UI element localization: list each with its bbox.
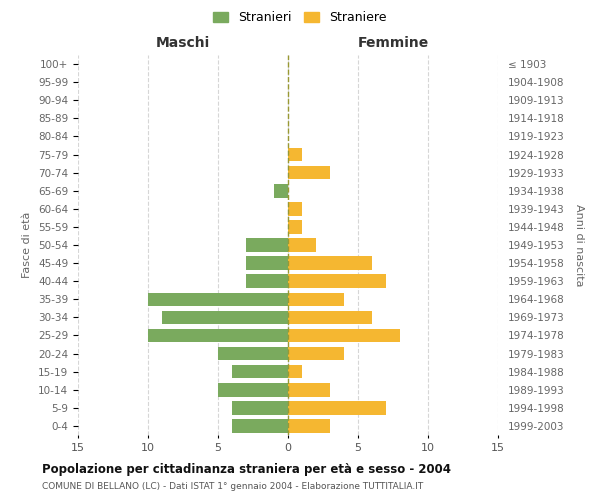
Bar: [288, 220, 302, 234]
Bar: [232, 419, 288, 432]
Bar: [288, 328, 400, 342]
Bar: [288, 401, 386, 414]
Bar: [288, 166, 330, 179]
Y-axis label: Fasce di età: Fasce di età: [22, 212, 32, 278]
Legend: Stranieri, Straniere: Stranieri, Straniere: [211, 8, 389, 26]
Text: Maschi: Maschi: [156, 36, 210, 50]
Bar: [288, 347, 344, 360]
Bar: [218, 383, 288, 396]
Bar: [288, 148, 302, 162]
Bar: [232, 365, 288, 378]
Bar: [288, 256, 372, 270]
Bar: [288, 365, 302, 378]
Bar: [274, 184, 288, 198]
Bar: [148, 328, 288, 342]
Bar: [288, 202, 302, 215]
Bar: [288, 274, 386, 288]
Text: Popolazione per cittadinanza straniera per età e sesso - 2004: Popolazione per cittadinanza straniera p…: [42, 462, 451, 475]
Text: COMUNE DI BELLANO (LC) - Dati ISTAT 1° gennaio 2004 - Elaborazione TUTTITALIA.IT: COMUNE DI BELLANO (LC) - Dati ISTAT 1° g…: [42, 482, 423, 491]
Bar: [288, 238, 316, 252]
Bar: [288, 383, 330, 396]
Bar: [218, 347, 288, 360]
Bar: [148, 292, 288, 306]
Bar: [232, 401, 288, 414]
Bar: [288, 292, 344, 306]
Y-axis label: Anni di nascita: Anni di nascita: [574, 204, 584, 286]
Bar: [288, 310, 372, 324]
Bar: [288, 419, 330, 432]
Bar: [162, 310, 288, 324]
Bar: [246, 238, 288, 252]
Bar: [246, 256, 288, 270]
Bar: [246, 274, 288, 288]
Text: Femmine: Femmine: [358, 36, 428, 50]
